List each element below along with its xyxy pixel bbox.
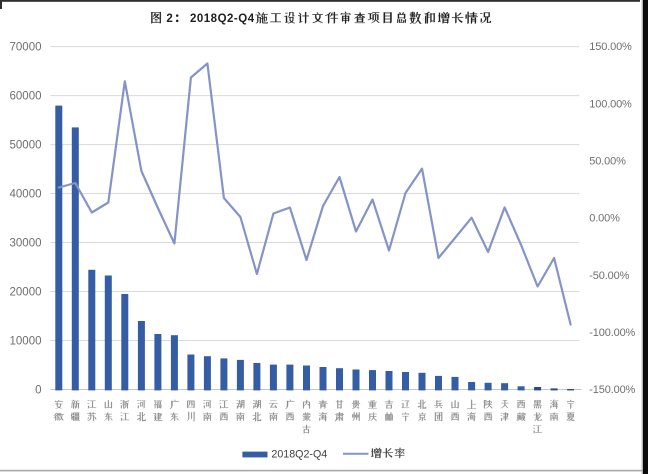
svg-text:70000: 70000 [10,42,42,54]
svg-text:0: 0 [35,385,41,397]
svg-text:-150.00%: -150.00% [589,384,635,396]
svg-text:60000: 60000 [10,91,42,103]
svg-text:100.00%: 100.00% [589,98,632,110]
svg-text:2018Q2-Q4: 2018Q2-Q4 [190,13,255,25]
svg-text:40000: 40000 [10,189,42,201]
svg-text:20000: 20000 [10,287,42,299]
svg-text:50.00%: 50.00% [589,156,626,168]
svg-text:0.00%: 0.00% [589,213,620,225]
svg-text:2018Q2-Q4: 2018Q2-Q4 [271,448,327,460]
svg-text:50000: 50000 [10,140,42,152]
svg-text:30000: 30000 [10,238,42,250]
svg-text:2: 2 [166,13,172,25]
svg-text:-50.00%: -50.00% [589,270,629,282]
svg-text:150.00%: 150.00% [589,41,632,53]
svg-text:10000: 10000 [10,336,42,348]
svg-text:-100.00%: -100.00% [589,327,635,339]
